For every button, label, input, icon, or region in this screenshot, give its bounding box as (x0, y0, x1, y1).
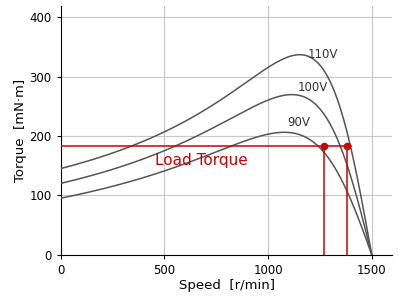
Y-axis label: Torque  [mN·m]: Torque [mN·m] (14, 78, 27, 181)
Text: 100V: 100V (298, 81, 328, 94)
X-axis label: Speed  [r/min]: Speed [r/min] (179, 279, 275, 292)
Text: 110V: 110V (307, 48, 338, 61)
Text: 90V: 90V (288, 116, 310, 130)
Text: Load Torque: Load Torque (155, 153, 248, 168)
